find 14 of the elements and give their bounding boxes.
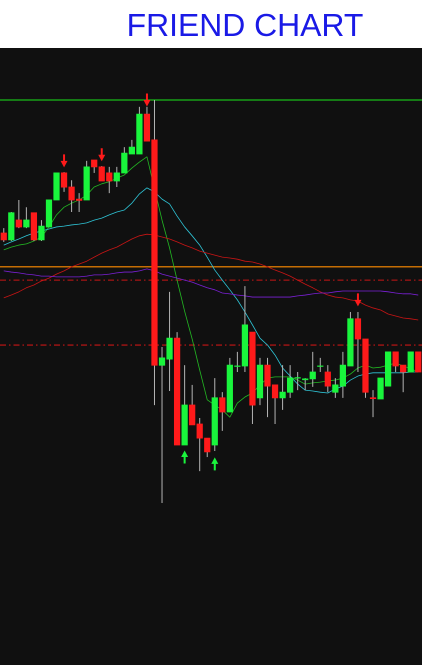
candlestick bbox=[212, 378, 218, 452]
candlestick bbox=[0, 228, 7, 242]
candlestick bbox=[174, 332, 180, 446]
chart-title: FRIEND CHART bbox=[129, 14, 363, 36]
candlestick bbox=[370, 390, 376, 418]
candlestick bbox=[219, 392, 226, 432]
candlestick bbox=[249, 332, 256, 425]
candlestick bbox=[317, 357, 324, 373]
candlestick bbox=[23, 206, 30, 229]
candlestick bbox=[16, 199, 22, 229]
candlestick bbox=[256, 357, 264, 406]
candlestick bbox=[324, 364, 331, 393]
candlestick bbox=[182, 364, 188, 446]
candlestick bbox=[84, 160, 90, 200]
